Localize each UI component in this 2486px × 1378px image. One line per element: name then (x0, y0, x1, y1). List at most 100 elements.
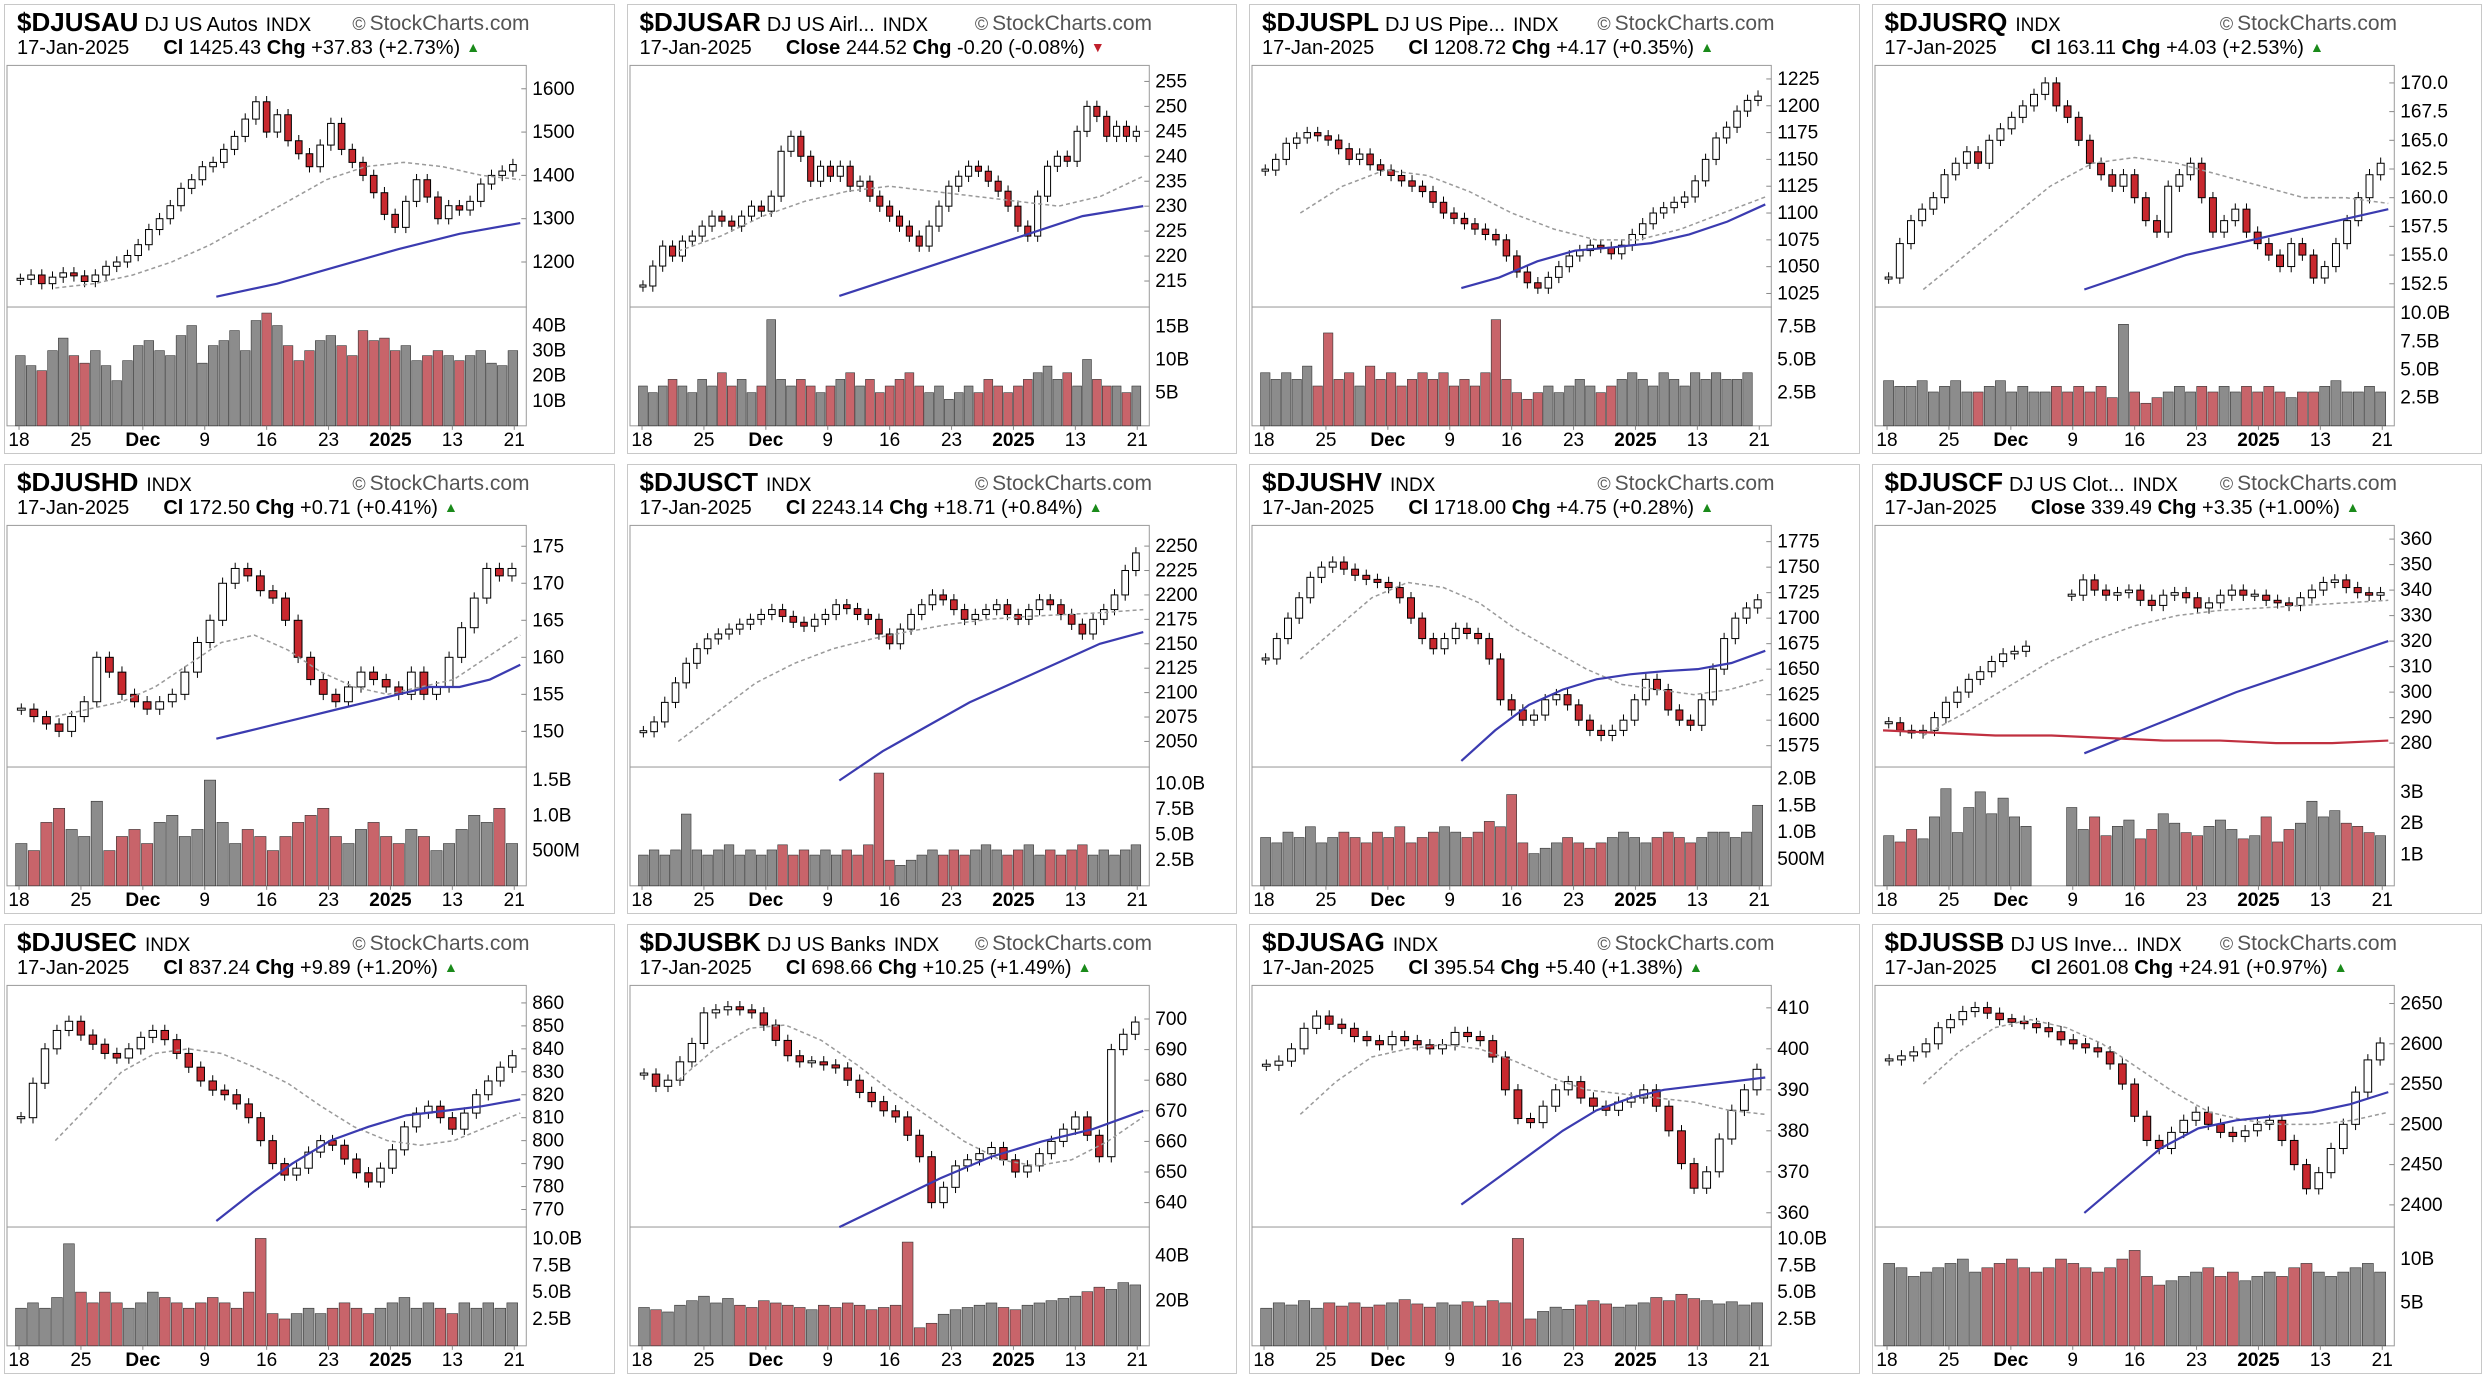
copyright-icon: © (352, 934, 366, 954)
index-type: INDX (765, 475, 812, 496)
chart-panel-djushd[interactable]: $DJUSHD INDX © StockCharts.com 17-Jan-2025 Cl… (4, 464, 615, 914)
quote-line: 17-Jan-2025 Close 244.52 Chg -0.20 (-0.08… (640, 37, 1105, 60)
volume-bar (1021, 1304, 1033, 1347)
chart-panel-djuspl[interactable]: $DJUSPL DJ US Pipe... INDX © StockCharts.com… (1249, 4, 1860, 454)
price-candle (1722, 126, 1731, 139)
chart-panel-djusag[interactable]: $DJUSAG INDX © StockCharts.com 17-Jan-2025 Cl… (1249, 924, 1860, 1374)
volume-tick-label: 500M (532, 841, 580, 862)
price-candle (915, 235, 923, 247)
triangle-up-icon: ▲ (1700, 499, 1714, 515)
price-candle (2181, 592, 2190, 599)
volume-bar (350, 1307, 363, 1347)
volume-bar (1436, 1302, 1449, 1347)
volume-bar (386, 1302, 399, 1347)
price-tick-label: 157.5 (2400, 216, 2448, 237)
price-tick-label: 2600 (2400, 1034, 2442, 1055)
volume-bar (1616, 379, 1627, 427)
symbol-label: $DJUSEC (17, 927, 137, 957)
chart-panel-djusbk[interactable]: $DJUSBK DJ US Banks INDX © StockCharts.com 17… (626, 924, 1237, 1374)
price-candle (1544, 276, 1553, 289)
price-candle (455, 205, 464, 211)
price-candle (1689, 1163, 1699, 1189)
price-candle (2215, 1123, 2225, 1133)
volume-bar (455, 829, 468, 887)
price-candle (885, 205, 893, 217)
price-candle (494, 567, 504, 577)
price-candle (836, 165, 844, 177)
volume-bar (1951, 832, 1963, 887)
chart-header: $DJUSHD INDX (17, 469, 192, 495)
volume-bar (894, 865, 905, 887)
volume-tick-label: 1.5B (1777, 795, 1816, 816)
volume-bar (723, 844, 734, 887)
price-candle (2112, 592, 2122, 596)
price-candle (1067, 613, 1075, 625)
volume-bar (1928, 816, 1940, 887)
price-candle (1933, 1027, 1943, 1045)
chart-panel-djusar[interactable]: $DJUSAR DJ US Airl... INDX © StockCharts.com… (626, 4, 1237, 454)
volume-bar (685, 1300, 698, 1347)
volume-bar (282, 345, 294, 427)
volume-bar (647, 392, 658, 427)
price-tick-label: 155.0 (2400, 245, 2448, 266)
chart-panel-djusau[interactable]: $DJUSAU DJ US Autos INDX © StockCharts.com 17… (4, 4, 615, 454)
volume-bar (937, 1313, 949, 1347)
chart-panel-djushv[interactable]: $DJUSHV INDX © StockCharts.com 17-Jan-2025 Cl… (1249, 464, 1860, 914)
price-candle (914, 1134, 924, 1158)
volume-bar (1002, 392, 1013, 427)
price-candle (2093, 1047, 2102, 1053)
volume-bar (649, 1309, 662, 1347)
price-candle (1412, 1040, 1422, 1046)
price-tick-label: 1600 (1777, 710, 1819, 731)
price-candle (984, 170, 992, 182)
price-candle (699, 1012, 708, 1044)
index-type: INDX (1389, 475, 1436, 496)
price-candle (498, 170, 507, 176)
price-tick-label: 2400 (2400, 1195, 2442, 1216)
chart-panel-djusrq[interactable]: $DJUSRQ INDX © StockCharts.com 17-Jan-2025 Cl… (1871, 4, 2482, 454)
volume-bar (1428, 831, 1439, 887)
price-candle (698, 225, 706, 237)
price-candle (2130, 174, 2139, 199)
volume-bar (1033, 854, 1045, 887)
chart-canvas: 410 400 390 380 370 360 10.0B 7.5B 5.0B 2.5B 18 25 D… (1251, 984, 1827, 1371)
date-tick-label: 23 (318, 890, 339, 911)
moving-average-fast (54, 1048, 521, 1147)
volume-bar (100, 365, 112, 427)
volume-bar (197, 362, 208, 427)
price-candle (2029, 93, 2038, 107)
volume-bar (1032, 372, 1042, 427)
volume-bar (1707, 831, 1719, 887)
chart-panel-djuscf[interactable]: $DJUSCF DJ US Clot... INDX © StockCharts.com… (1871, 464, 2482, 914)
volume-tick-label: 7.5B (1155, 799, 1194, 820)
change-value: +9.89 (+1.20%) (294, 957, 438, 979)
volume-bar (2054, 1258, 2067, 1347)
chart-canvas: 22502225220021752150212521002075205010.0… (629, 524, 1205, 911)
price-candle (2186, 162, 2195, 176)
date-tick-label: 18 (1253, 1350, 1274, 1371)
price-candle (230, 567, 240, 584)
volume-tick-label: 2.0B (1777, 768, 1816, 789)
volume-bar (1499, 1302, 1512, 1347)
price-candle (1073, 130, 1081, 162)
volume-bar (430, 850, 443, 887)
volume-bar (458, 1302, 471, 1347)
price-candle (1638, 223, 1647, 235)
volume-bar (904, 372, 914, 427)
price-candle (1376, 164, 1385, 171)
price-candle (981, 609, 990, 615)
volume-bar (1917, 838, 1929, 887)
price-tick-label: 230 (1155, 196, 1187, 217)
volume-bar (147, 1291, 159, 1347)
price-candle (938, 1186, 948, 1204)
chart-panel-djussb[interactable]: $DJUSSB DJ US Inve... INDX © StockCharts.com… (1871, 924, 2482, 1374)
date-tick-label: 2025 (992, 890, 1035, 911)
chart-panel-djusec[interactable]: $DJUSEC INDX © StockCharts.com 17-Jan-2025 Cl… (4, 924, 615, 1374)
price-candle (810, 618, 819, 627)
chart-panel-djusct[interactable]: $DJUSCT INDX © StockCharts.com 17-Jan-2025 Cl… (626, 464, 1237, 914)
brand-text: StockCharts.com (2237, 12, 2397, 35)
date-tick-label: 2025 (2237, 430, 2280, 451)
date-tick-label: 16 (256, 890, 277, 911)
change-value: +24.91 (+0.97%) (2173, 957, 2328, 979)
moving-average-slow (2083, 640, 2389, 755)
